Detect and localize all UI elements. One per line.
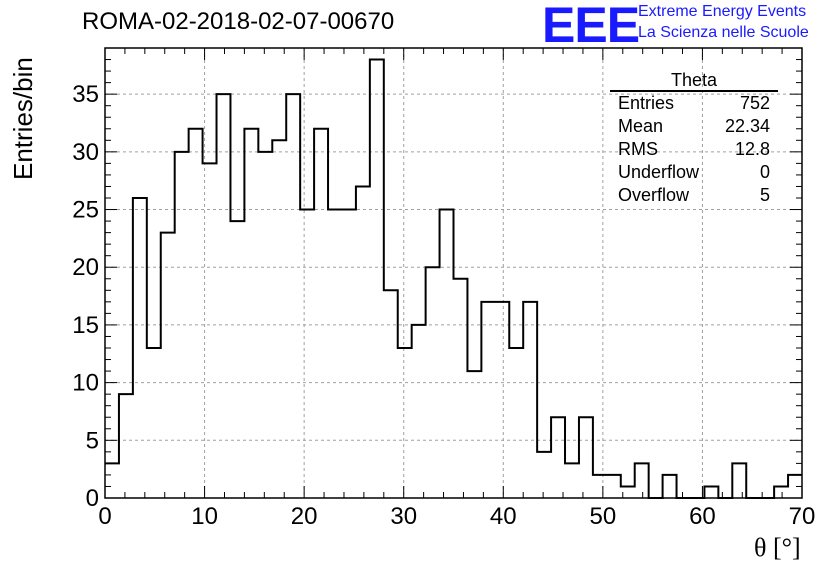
y-tick-label: 0 — [86, 485, 99, 512]
y-tick-label: 5 — [86, 427, 99, 454]
histogram-bin — [440, 210, 454, 498]
histogram-bin — [579, 417, 593, 498]
histogram-bin — [342, 210, 356, 498]
histogram-bin — [788, 475, 802, 498]
chart-title: ROMA-02-2018-02-07-00670 — [82, 8, 395, 35]
stats-value: 12.8 — [734, 139, 770, 159]
histogram-bin — [175, 152, 189, 498]
stats-value: 22.34 — [724, 116, 770, 136]
histogram-bin — [161, 233, 175, 498]
histogram-bin — [398, 348, 412, 498]
x-tick-label: 40 — [490, 503, 517, 530]
plot-frame — [104, 47, 803, 499]
histogram-bin — [119, 394, 133, 498]
histogram-bin — [481, 302, 495, 498]
stats-row: Overflow 5 — [610, 184, 778, 207]
x-tick-label: 20 — [291, 503, 318, 530]
histogram-bin — [370, 60, 384, 498]
histogram-bin — [244, 129, 258, 498]
stats-row: Underflow 0 — [610, 161, 778, 184]
x-axis-label: θ [°] — [754, 533, 801, 562]
stats-value: 5 — [759, 185, 770, 205]
histogram-bin — [272, 140, 286, 498]
histogram-bin — [133, 198, 147, 498]
y-tick-label: 25 — [72, 197, 99, 224]
histogram-bin — [258, 152, 272, 498]
histogram-bin — [300, 210, 314, 498]
histogram-bin — [593, 475, 607, 498]
histogram-bin — [426, 267, 440, 498]
stats-label: Overflow — [618, 185, 690, 205]
x-tick-label: 70 — [789, 503, 816, 530]
histogram-bin — [509, 348, 523, 498]
stats-label: RMS — [618, 139, 658, 159]
histogram-bin — [467, 371, 481, 498]
y-tick-label: 35 — [72, 81, 99, 108]
histogram-bin — [454, 279, 468, 498]
histogram-bin — [230, 221, 244, 498]
logo-subtitle-2: La Scienza nelle Scuole — [638, 24, 809, 41]
histogram-bin — [537, 452, 551, 498]
stats-row: Mean 22.34 — [610, 115, 778, 138]
y-tick-label: 30 — [72, 139, 99, 166]
stats-value: 752 — [739, 93, 770, 113]
stats-label: Underflow — [618, 162, 700, 182]
histogram-bin — [203, 163, 217, 498]
histogram-bin — [704, 486, 718, 498]
x-tick-label: 10 — [191, 503, 218, 530]
histogram-bin — [217, 94, 231, 498]
x-tick-label: 50 — [590, 503, 617, 530]
histogram-bin — [286, 94, 300, 498]
histogram-bin — [732, 463, 746, 498]
histogram-bin — [621, 486, 635, 498]
eee-logo: EEE — [542, 0, 640, 53]
x-tick-label: 60 — [689, 503, 716, 530]
histogram-bin — [774, 486, 788, 498]
histogram-bin — [384, 290, 398, 498]
stats-label: Mean — [618, 116, 664, 136]
y-tick-label: 15 — [72, 312, 99, 339]
histogram-bin — [105, 463, 119, 498]
stats-title: Theta — [610, 70, 778, 92]
histogram-bin — [189, 129, 203, 498]
y-tick-label: 10 — [72, 370, 99, 397]
histogram-bin — [523, 302, 537, 498]
x-tick-label: 0 — [98, 503, 111, 530]
histogram-bin — [551, 417, 565, 498]
histogram-bin — [565, 463, 579, 498]
histogram-bin — [328, 210, 342, 498]
histogram-bin — [356, 186, 370, 498]
y-tick-label: 20 — [72, 254, 99, 281]
histogram-bin — [412, 325, 426, 498]
histogram-bin — [147, 348, 161, 498]
logo-subtitle-1: Extreme Energy Events — [638, 3, 807, 20]
histogram-bin — [495, 302, 509, 498]
y-axis-label: Entries/bin — [8, 57, 38, 180]
stats-row: Entries 752 — [610, 92, 778, 115]
histogram-bin — [314, 129, 328, 498]
histogram-bin — [663, 475, 677, 498]
stats-value: 0 — [759, 162, 770, 182]
stats-box: Theta Entries 752 Mean 22.34 RMS 12.8 Un… — [610, 70, 778, 207]
stats-row: RMS 12.8 — [610, 138, 778, 161]
x-tick-label: 30 — [390, 503, 417, 530]
stats-label: Entries — [618, 93, 675, 113]
histogram-series-line — [105, 58, 802, 499]
histogram-bin — [607, 475, 621, 498]
histogram-bin — [635, 463, 649, 498]
